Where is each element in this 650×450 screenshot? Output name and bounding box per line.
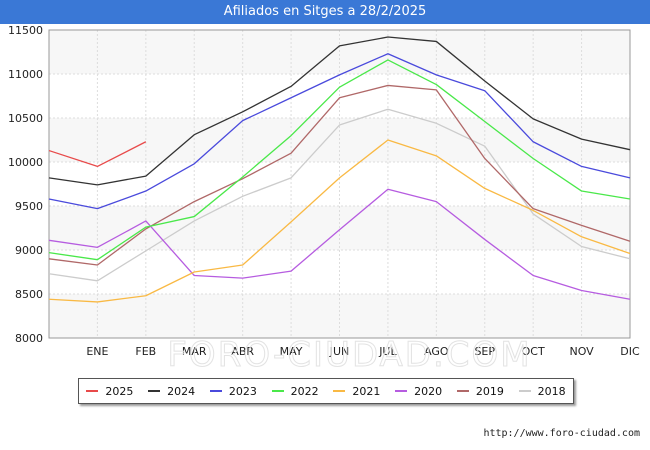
- legend-label: 2018: [537, 384, 566, 398]
- legend-item-2019: 2019: [456, 384, 504, 398]
- series-line-2024: [48, 36, 631, 186]
- x-tick-label: FEB: [135, 345, 156, 358]
- legend-swatch: [148, 390, 161, 392]
- y-tick-label: 9000: [15, 244, 43, 257]
- y-tick-label: 10000: [8, 156, 43, 169]
- series-line-2021: [48, 139, 631, 303]
- x-tick-label: DIC: [620, 345, 640, 358]
- series-line-2025: [48, 141, 147, 168]
- x-tick-label: AGO: [424, 345, 449, 358]
- legend-label: 2025: [105, 384, 134, 398]
- legend-label: 2024: [167, 384, 196, 398]
- series-line-2022: [48, 59, 631, 261]
- legend-swatch: [333, 390, 346, 392]
- legend-item-2021: 2021: [333, 385, 380, 398]
- legend-swatch: [518, 390, 531, 392]
- legend-item-2020: 2020: [395, 385, 442, 398]
- x-tick-label: JUL: [378, 345, 397, 358]
- legend-label: 2021: [352, 384, 381, 398]
- plot-border: [48, 29, 631, 339]
- legend-swatch: [456, 390, 469, 392]
- chart-title: Afiliados en Sitges a 28/2/2025: [0, 0, 650, 24]
- legend-swatch: [86, 390, 99, 392]
- legend-item-2024: 2024: [148, 385, 195, 398]
- legend-label: 2019: [475, 384, 504, 398]
- y-tick-label: 11000: [8, 68, 43, 81]
- legend-item-2018: 2018: [518, 384, 566, 398]
- legend-item-2022: 2022: [271, 384, 319, 398]
- x-tick-label: OCT: [522, 345, 545, 358]
- x-tick-label: MAY: [280, 345, 303, 358]
- series-line-2020: [48, 188, 631, 300]
- series-line-2019: [48, 84, 631, 266]
- legend-label: 2020: [414, 384, 443, 398]
- series-line-2018: [48, 108, 631, 282]
- source-url: http://www.foro-ciudad.com: [483, 428, 640, 439]
- y-tick-label: 8000: [15, 332, 43, 345]
- legend-swatch: [209, 390, 222, 392]
- legend-label: 2023: [228, 384, 257, 398]
- y-tick-label: 10500: [8, 112, 43, 125]
- y-tick-label: 8500: [15, 288, 43, 301]
- series-line-2023: [48, 53, 631, 210]
- x-tick-label: ABR: [231, 345, 254, 358]
- y-tick-label: 9500: [15, 200, 43, 213]
- x-tick-label: JUN: [329, 345, 350, 358]
- x-tick-label: ENE: [86, 345, 108, 358]
- y-tick-label: 11500: [8, 24, 43, 37]
- chart-legend: 2025 2024 2023 2022 2021 2020 2019 2018: [78, 378, 574, 404]
- legend-label: 2022: [290, 384, 319, 398]
- legend-swatch: [395, 390, 408, 392]
- x-tick-label: SEP: [474, 345, 495, 358]
- x-tick-label: MAR: [182, 345, 207, 358]
- legend-item-2025: 2025: [86, 385, 133, 398]
- legend-swatch: [271, 390, 284, 392]
- x-tick-label: NOV: [569, 345, 594, 358]
- watermark-text: FORO-CIUDAD.COM: [167, 335, 531, 375]
- legend-item-2023: 2023: [209, 384, 257, 398]
